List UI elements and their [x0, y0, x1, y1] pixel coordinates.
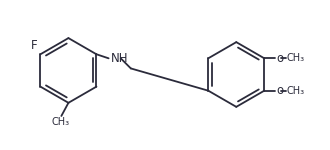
Text: o: o — [276, 52, 283, 65]
Text: NH: NH — [111, 52, 128, 65]
Text: o: o — [276, 84, 283, 97]
Text: CH₃: CH₃ — [51, 117, 69, 128]
Text: CH₃: CH₃ — [286, 86, 304, 96]
Text: F: F — [31, 39, 38, 52]
Text: CH₃: CH₃ — [286, 53, 304, 63]
